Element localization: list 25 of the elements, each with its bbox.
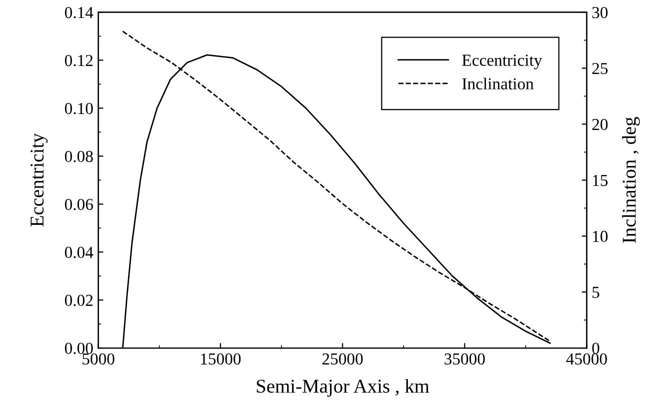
y2-tick-label: 20 (592, 118, 608, 130)
x-tick-label: 15000 (201, 353, 241, 365)
y-tick-label: 0.14 (64, 6, 94, 18)
y2-tick-label: 30 (592, 6, 608, 18)
y-tick-label: 0.06 (64, 198, 93, 210)
x-tick-label: 25000 (322, 353, 363, 365)
y2-tick-label: 10 (593, 230, 608, 242)
y2-tick-label: 5 (592, 286, 600, 298)
y2-tick-label: 25 (592, 62, 608, 74)
y-tick-label: 0.08 (64, 150, 93, 162)
y2-tick-label: 0 (592, 342, 600, 354)
y-axis-title: Eccentricity (30, 133, 48, 227)
x-tick-label: 5000 (82, 353, 114, 365)
y2-tick-label: 15 (593, 174, 608, 186)
y2-axis-title: Inclination , deg (622, 117, 640, 243)
legend-label: Inclination (462, 78, 534, 90)
y-tick-label: 0.04 (64, 246, 94, 258)
y-tick-label: 0.00 (64, 342, 93, 354)
y-tick-label: 0.12 (64, 54, 93, 66)
y-tick-label: 0.10 (64, 102, 93, 114)
x-axis-title: Semi-Major Axis , km (256, 379, 430, 397)
x-tick-label: 35000 (444, 353, 485, 365)
x-tick-label: 45000 (566, 353, 607, 365)
legend-label: Eccentricity (462, 54, 542, 70)
y-tick-label: 0.02 (64, 294, 93, 306)
